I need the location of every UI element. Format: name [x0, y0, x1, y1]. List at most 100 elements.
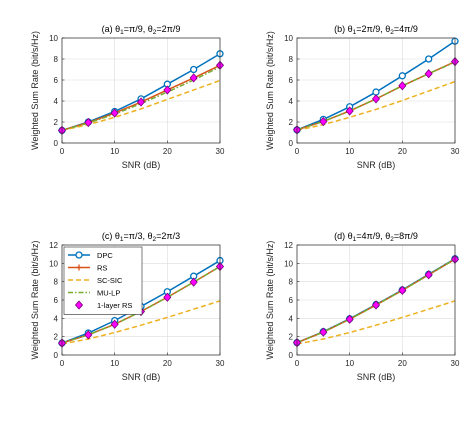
legend-marker	[74, 300, 84, 310]
legend-item: MU-LP	[68, 289, 120, 298]
data-point	[110, 319, 119, 329]
legend-label: 1-layer RS	[97, 301, 132, 310]
data-point	[189, 73, 198, 83]
data-point	[163, 292, 172, 302]
data-point	[136, 97, 146, 107]
legend-marker	[75, 251, 83, 259]
x-tick-label: 10	[345, 359, 354, 368]
x-tick-label: 30	[216, 359, 225, 368]
chart-title: (c) θ1=π/3, θ2=2π/3	[102, 231, 180, 243]
y-tick-label: 0	[54, 351, 59, 360]
series-sc-sic	[296, 300, 456, 345]
y-tick-label: 2	[54, 118, 59, 127]
y-axis-label: Weighted Sum Rate (bit/s/Hz)	[265, 241, 275, 360]
data-point	[371, 94, 381, 104]
data-point	[190, 65, 198, 74]
x-axis-label: SNR (dB)	[122, 160, 161, 170]
y-tick-label: 4	[54, 97, 59, 106]
chart-panel-c: 0 10 20 30 0 2 4 6 8 10 12 SNR (dB) Weighted Sum Rat…	[30, 231, 225, 382]
y-tick-label: 8	[54, 278, 59, 287]
x-axis-label: SNR (dB)	[357, 372, 396, 382]
data-point	[345, 314, 354, 324]
legend-item: RS	[68, 264, 107, 273]
y-tick-label: 4	[54, 314, 59, 323]
x-tick-label: 0	[60, 147, 65, 156]
data-point	[84, 117, 93, 128]
data-point	[371, 300, 381, 310]
legend-marker	[76, 264, 82, 271]
series-line	[296, 300, 456, 345]
y-tick-label: 6	[54, 76, 59, 85]
y-tick-label: 12	[49, 241, 58, 250]
y-tick-label: 2	[289, 333, 294, 342]
chart-title: (b) θ1=2π/9, θ2=4π/9	[334, 24, 418, 36]
chart-title: (d) θ1=4π/9, θ2=8π/9	[334, 231, 418, 243]
y-tick-label: 10	[284, 34, 293, 43]
data-point	[110, 108, 119, 118]
y-tick-label: 8	[289, 278, 294, 287]
y-tick-label: 2	[54, 333, 59, 342]
x-tick-label: 20	[163, 147, 172, 156]
legend-item: SC-SIC	[68, 276, 123, 285]
legend-label: MU-LP	[97, 289, 120, 298]
data-point	[319, 327, 328, 337]
x-tick-label: 30	[216, 147, 225, 156]
chart-panel-d: 0 10 20 30 0 2 4 6 8 10 12 SNR (dB) Weighted Sum Rat…	[265, 231, 460, 382]
x-tick-label: 0	[295, 147, 300, 156]
data-point	[163, 85, 172, 95]
y-tick-label: 12	[284, 241, 293, 250]
y-tick-label: 6	[54, 296, 59, 305]
y-tick-label: 4	[289, 314, 294, 323]
x-tick-label: 10	[110, 147, 119, 156]
data-point	[398, 285, 407, 295]
y-tick-label: 4	[289, 97, 294, 106]
y-tick-label: 8	[54, 55, 59, 64]
x-tick-label: 0	[60, 359, 65, 368]
legend-label: RS	[97, 264, 107, 273]
y-axis-label: Weighted Sum Rate (bit/s/Hz)	[30, 241, 40, 360]
data-point	[372, 88, 380, 96]
data-point	[319, 116, 328, 127]
x-axis-label: SNR (dB)	[357, 160, 396, 170]
x-tick-label: 20	[398, 359, 407, 368]
data-point	[189, 277, 198, 287]
y-tick-label: 0	[54, 139, 59, 148]
y-tick-label: 10	[284, 259, 293, 268]
x-tick-label: 20	[398, 147, 407, 156]
series-1-layer-rs	[292, 57, 460, 135]
legend-item: DPC	[68, 251, 113, 260]
y-axis-label: Weighted Sum Rate (bit/s/Hz)	[30, 31, 40, 150]
y-axis-label: Weighted Sum Rate (bit/s/Hz)	[265, 31, 275, 150]
axes-box	[61, 37, 221, 144]
y-tick-label: 2	[289, 118, 294, 127]
x-tick-label: 30	[451, 147, 460, 156]
x-tick-label: 0	[295, 359, 300, 368]
x-tick-label: 20	[163, 359, 172, 368]
data-point	[424, 69, 433, 79]
y-tick-label: 6	[289, 296, 294, 305]
legend: DPC RS SC-SIC MU-LP 1-layer RS	[63, 246, 143, 315]
chart-title: (a) θ1=π/9, θ2=2π/9	[102, 24, 181, 36]
data-point	[398, 81, 407, 91]
y-tick-label: 8	[289, 55, 294, 64]
legend-label: SC-SIC	[97, 276, 123, 285]
plot-area	[62, 38, 220, 143]
data-point	[84, 330, 93, 340]
y-tick-label: 6	[289, 76, 294, 85]
x-tick-label: 10	[345, 147, 354, 156]
legend-item: 1-layer RS	[74, 300, 132, 310]
y-tick-label: 10	[49, 259, 58, 268]
x-tick-label: 30	[451, 359, 460, 368]
data-point	[425, 55, 433, 63]
y-tick-label: 10	[49, 34, 58, 43]
x-axis-label: SNR (dB)	[122, 372, 161, 382]
legend-label: DPC	[97, 251, 113, 260]
data-point	[398, 72, 406, 80]
y-tick-label: 0	[289, 351, 294, 360]
y-tick-label: 0	[289, 139, 294, 148]
x-tick-label: 10	[110, 359, 119, 368]
data-point	[424, 270, 433, 280]
